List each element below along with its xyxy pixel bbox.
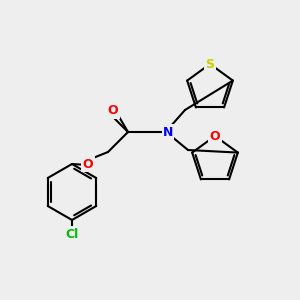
Text: S: S bbox=[206, 58, 214, 70]
Text: O: O bbox=[83, 158, 93, 170]
Text: O: O bbox=[210, 130, 220, 142]
Text: Cl: Cl bbox=[65, 227, 79, 241]
Text: N: N bbox=[163, 125, 173, 139]
Text: O: O bbox=[108, 104, 118, 118]
